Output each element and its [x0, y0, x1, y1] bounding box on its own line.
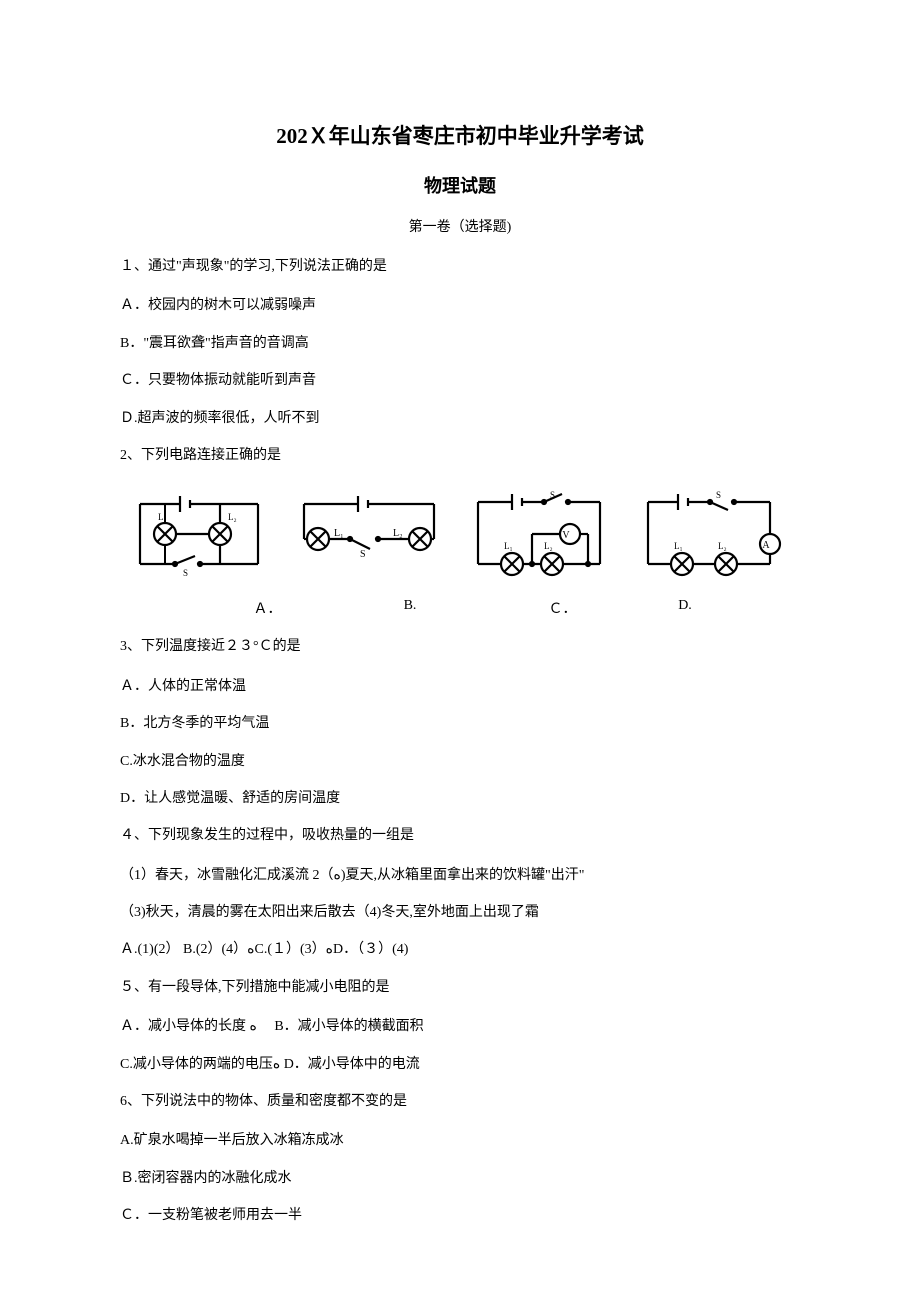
q2-label-c: Ｃ．: [490, 598, 635, 618]
svg-text:S: S: [360, 549, 366, 560]
circuit-diagrams: L₁ L₂ S: [120, 484, 800, 584]
q2-label-b: B.: [330, 598, 490, 618]
svg-text:L₁: L₁: [158, 512, 167, 522]
circuit-b: L₁ S L₂: [290, 484, 448, 584]
svg-text:L₂: L₂: [228, 512, 237, 522]
svg-text:A: A: [762, 540, 770, 551]
circuit-a: L₁ L₂ S: [120, 484, 278, 584]
svg-text:L₁: L₁: [674, 541, 683, 551]
q1-stem: １、通过"声现象"的学习,下列说法正确的是: [120, 252, 800, 281]
q3-option-a: Ａ．人体的正常体温: [120, 672, 800, 701]
svg-text:V: V: [562, 530, 570, 541]
q4-options: Ａ.(1)(2） B.(2）(4）ﻩC.(１）(3）ﻩD．（３）(4): [120, 935, 800, 964]
q4-line1: （1）春天，冰雪融化汇成溪流 2（ﻩ)夏天,从冰箱里面拿出来的饮料罐"出汗": [120, 861, 800, 890]
q4-line2: （3)秋天，清晨的雾在太阳出来后散去（4)冬天,室外地面上出现了霜: [120, 898, 800, 927]
q4-stem: ４、下列现象发生的过程中，吸收热量的一组是: [120, 821, 800, 850]
section-label: 第一卷（选择题): [120, 216, 800, 236]
q2-label-d: D.: [635, 598, 735, 618]
svg-text:L₁: L₁: [504, 541, 513, 551]
svg-text:S: S: [183, 568, 188, 578]
q3-option-c: C.冰水混合物的温度: [120, 747, 800, 776]
svg-text:L₁: L₁: [334, 528, 344, 539]
circuit-c: V S L₁ L₂: [460, 484, 618, 584]
q2-stem: 2、下列电路连接正确的是: [120, 441, 800, 470]
q3-option-d: D．让人感觉温暖、舒适的房间温度: [120, 784, 800, 813]
q5-line1: Ａ．减小导体的长度 ﻩ B．减小导体的横截面积: [120, 1012, 800, 1041]
q5-line2: C.减小导体的两端的电压ﻩ D．减小导体中的电流: [120, 1050, 800, 1079]
q6-stem: 6、下列说法中的物体、质量和密度都不变的是: [120, 1087, 800, 1116]
svg-text:L₂: L₂: [544, 541, 553, 551]
q1-option-a: Ａ．校园内的树木可以减弱噪声: [120, 291, 800, 320]
q6-option-c: Ｃ．一支粉笔被老师用去一半: [120, 1201, 800, 1230]
exam-subtitle: 物理试题: [120, 172, 800, 198]
svg-text:S: S: [550, 490, 555, 500]
q6-option-a: A.矿泉水喝掉一半后放入冰箱冻成冰: [120, 1126, 800, 1155]
q1-option-b: B．"震耳欲聋"指声音的音调高: [120, 329, 800, 358]
q1-option-d: Ｄ.超声波的频率很低，人听不到: [120, 404, 800, 433]
q3-stem: 3、下列温度接近２３°Ｃ的是: [120, 632, 800, 661]
exam-title: 202Ｘ年山东省枣庄市初中毕业升学考试: [120, 120, 800, 150]
q2-label-a: Ａ．: [120, 598, 330, 618]
q5-stem: ５、有一段导体,下列措施中能减小电阻的是: [120, 973, 800, 1002]
circuit-option-labels: Ａ． B. Ｃ． D.: [120, 598, 800, 618]
q1-option-c: Ｃ．只要物体振动就能听到声音: [120, 366, 800, 395]
q6-option-b: Ｂ.密闭容器内的冰融化成水: [120, 1164, 800, 1193]
svg-text:L₂: L₂: [718, 541, 727, 551]
circuit-d: A S L₁ L₂: [630, 484, 788, 584]
svg-text:L₂: L₂: [393, 528, 403, 539]
svg-text:S: S: [716, 490, 721, 500]
q3-option-b: B．北方冬季的平均气温: [120, 709, 800, 738]
